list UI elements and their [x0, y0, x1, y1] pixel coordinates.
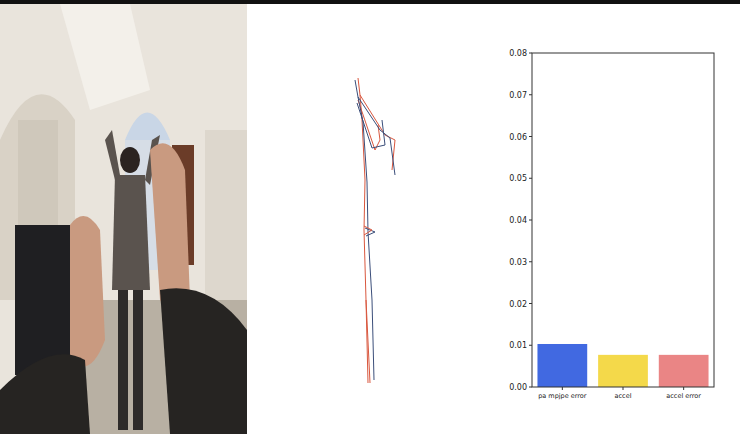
wall-right: [205, 130, 247, 310]
person-arm: [105, 130, 120, 180]
canvas: 0.00 0.01 0.02 0.03 0.04 0.05 0.06 0.07 0.08 pa m…: [0, 0, 740, 434]
sleeve-right: [160, 288, 247, 434]
tv: [15, 225, 75, 375]
skeleton-leg: [366, 300, 370, 383]
x-tick-label: accel: [615, 392, 632, 400]
y-tick-label: 0.04: [509, 216, 527, 225]
photo-background: [0, 4, 247, 434]
hand-left: [70, 216, 105, 367]
skeleton-arm: [358, 97, 395, 175]
y-tick-label: 0.01: [509, 341, 527, 350]
sleeve-left: [0, 354, 90, 434]
person-leg: [133, 290, 143, 430]
y-tick-label: 0.03: [509, 258, 527, 267]
person-leg: [118, 290, 128, 430]
bar: [537, 344, 587, 387]
window-arch: [125, 113, 170, 141]
plot-area: [532, 53, 714, 387]
photo: [0, 0, 740, 434]
y-tick-label: 0.02: [509, 300, 527, 309]
y-tick-label: 0.05: [509, 174, 527, 183]
y-tick-label: 0.07: [509, 91, 527, 100]
y-tick-label: 0.00: [509, 383, 527, 392]
skeleton: [355, 78, 395, 383]
x-tick-label: pa mpjpe error: [538, 392, 587, 400]
skeleton-hip: [364, 226, 372, 235]
bar: [598, 355, 648, 387]
plot-frame: [532, 53, 714, 387]
bar: [659, 355, 709, 387]
bars: [537, 344, 708, 387]
y-tick-label: 0.08: [509, 49, 527, 58]
skeleton-arm: [357, 103, 385, 148]
person-body: [112, 175, 150, 290]
x-tick-label: accel error: [666, 392, 701, 400]
bar-chart: 0.00 0.01 0.02 0.03 0.04 0.05 0.06 0.07 0.08 pa m…: [509, 49, 714, 400]
person-head: [120, 147, 140, 173]
ceiling: [60, 4, 150, 110]
top-border: [0, 0, 740, 4]
y-tick-label: 0.06: [509, 133, 527, 142]
